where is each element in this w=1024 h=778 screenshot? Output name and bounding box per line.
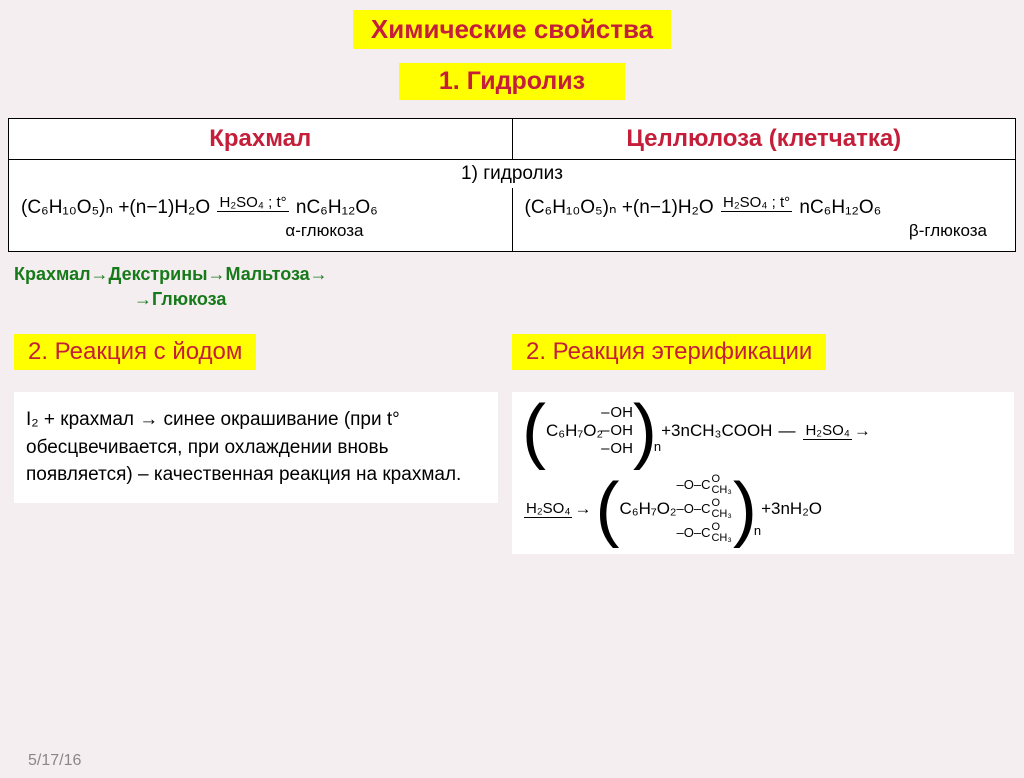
ester-cond1: H₂SO₄ — [803, 422, 851, 440]
sub-n2: n — [754, 523, 761, 538]
cell-condition: H₂SO₄ ; t° — [721, 194, 792, 212]
col-header-starch: Крахмал — [9, 119, 513, 159]
ester-cond2: H₂SO₄ — [524, 500, 572, 518]
date: 5/17/16 — [28, 752, 81, 770]
main-title: Химические свойства — [353, 10, 671, 49]
starch-equation: (C₆H₁₀O₅)ₙ +(n−1)H₂O H₂SO₄ ; t° nC₆H₁₂O₆… — [9, 188, 513, 251]
cellulose-equation: (C₆H₁₀O₅)ₙ +(n−1)H₂O H₂SO₄ ; t° nC₆H₁₂O₆… — [513, 188, 1016, 251]
col-header-cellulose: Целлюлоза (клетчатка) — [513, 119, 1016, 159]
cell-eq-right: nC₆H₁₂O₆ — [799, 197, 881, 218]
pathway-line2: →Глюкоза — [14, 287, 1024, 312]
iodine-reaction: I₂ + крахмал → синее окрашивание (при t°… — [14, 392, 498, 503]
ester-core2: C₆H₇O₂ — [619, 499, 676, 519]
starch-condition: H₂SO₄ ; t° — [217, 194, 288, 212]
ester-line1: ( C₆H₇O₂ ОН ОН ОН ) n +3nCH₃COOH — H₂SO₄… — [522, 402, 1004, 460]
plus-acid: +3nCH₃COOH — [661, 421, 772, 441]
sub-n: n — [654, 439, 661, 454]
section1-title: 1. Гидролиз — [399, 63, 625, 100]
row-label-hydrolysis: 1) гидролиз — [9, 160, 1015, 188]
oh-stack: ОН ОН ОН — [601, 404, 633, 458]
cell-product: β-глюкоза — [525, 221, 1008, 241]
ester-line2: H₂SO₄ → ( C₆H₇O₂ –O–COCH₃ –O–COCH₃ –O–CO… — [522, 474, 1004, 544]
starch-eq-right: nC₆H₁₂O₆ — [296, 197, 378, 218]
cell-eq-left: (C₆H₁₀O₅)ₙ +(n−1)H₂O — [525, 197, 714, 218]
pathway-line1: Крахмал→Декстрины→Мальтоза→ — [14, 262, 1024, 287]
section2-right-title: 2. Реакция этерификации — [512, 334, 826, 370]
section2-left-title: 2. Реакция с йодом — [14, 334, 256, 370]
hydrolysis-table: Крахмал Целлюлоза (клетчатка) 1) гидроли… — [8, 118, 1016, 252]
ester-core: C₆H₇O₂ — [546, 421, 603, 441]
esterification-reaction: ( C₆H₇O₂ ОН ОН ОН ) n +3nCH₃COOH — H₂SO₄… — [512, 392, 1014, 554]
pathway: Крахмал→Декстрины→Мальтоза→ →Глюкоза — [14, 262, 1024, 312]
acetyl-stack: –O–COCH₃ –O–COCH₃ –O–COCH₃ — [677, 474, 733, 544]
starch-product: α-глюкоза — [21, 221, 504, 241]
starch-eq-left: (C₆H₁₀O₅)ₙ +(n−1)H₂O — [21, 197, 210, 218]
plus-water: +3nH₂O — [761, 499, 822, 519]
